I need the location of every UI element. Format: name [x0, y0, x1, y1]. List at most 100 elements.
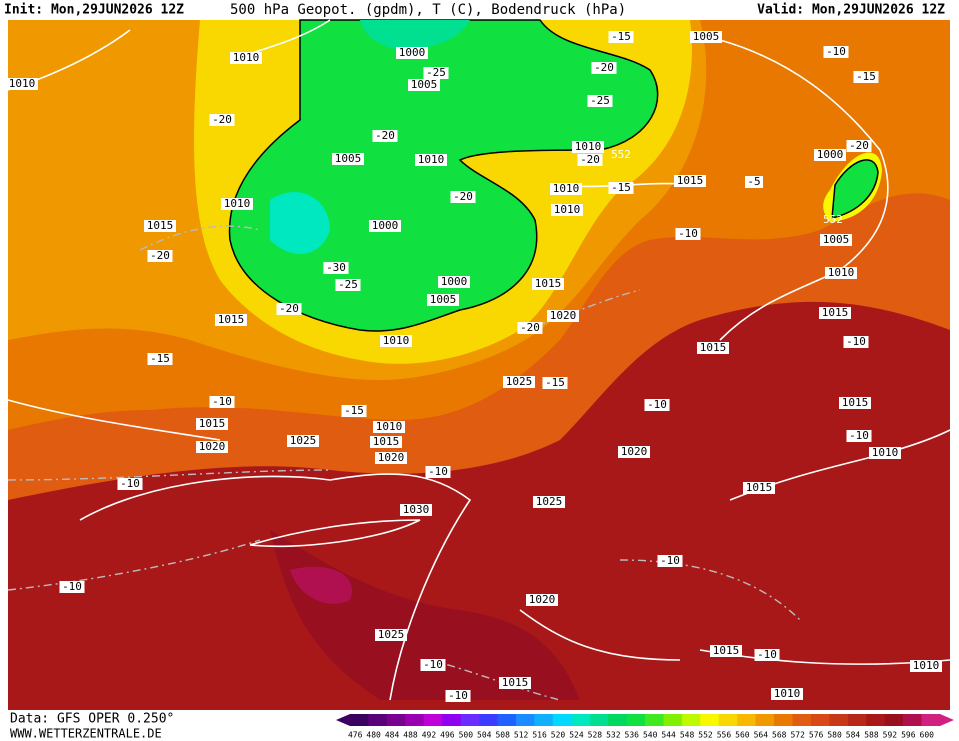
pressure-label: 1005: [693, 30, 720, 43]
colorbar-swatch: [386, 714, 406, 726]
colorbar-label: 520: [551, 731, 566, 740]
pressure-label: 1005: [823, 233, 850, 246]
colorbar-label: 496: [440, 731, 455, 740]
pressure-label: 1015: [677, 174, 704, 187]
label-box: [147, 353, 173, 365]
temperature-label: -10: [678, 227, 698, 240]
label-box: [117, 478, 143, 490]
label-box: [450, 191, 476, 203]
colorbar-swatch: [903, 714, 923, 726]
colorbar-swatch: [645, 714, 664, 726]
temperature-label: -10: [660, 554, 680, 567]
label-box: [675, 228, 701, 240]
label-box: [380, 335, 412, 347]
colorbar-label: 556: [717, 731, 732, 740]
colorbar-swatch: [884, 714, 904, 726]
label-box: [196, 418, 228, 430]
init-time: Init: Mon,29JUN2026 12Z: [4, 3, 184, 18]
label-box: [372, 130, 398, 142]
label-box: [618, 446, 650, 458]
pressure-label: 1010: [418, 153, 445, 166]
label-box: [6, 78, 38, 90]
temperature-label: -20: [453, 190, 473, 203]
pressure-label: 1015: [700, 341, 727, 354]
pressure-label: 1015: [822, 306, 849, 319]
colorbar-swatch: [737, 714, 757, 726]
label-box: [147, 250, 173, 262]
colorbar-swatch: [718, 714, 738, 726]
colorbar-label: 540: [643, 731, 658, 740]
label-box: [820, 234, 852, 246]
pressure-label: 1010: [376, 420, 403, 433]
label-box: [577, 154, 603, 166]
pressure-label: 1010: [9, 77, 36, 90]
colorbar-swatch: [552, 714, 572, 726]
temperature-label: -10: [849, 429, 869, 442]
colorbar: 476 480 484 488 492 496 500 504 508 512 516 520 524 5…: [336, 714, 954, 740]
colorbar-label: 564: [754, 731, 769, 740]
pressure-label: 1010: [224, 197, 251, 210]
colorbar-swatch: [681, 714, 701, 726]
label-box: [814, 149, 846, 161]
pressure-label: 1015: [199, 417, 226, 430]
label-box: [427, 294, 459, 306]
colorbar-swatch: [774, 714, 793, 726]
colorbar-swatch: [700, 714, 720, 726]
pressure-label: 1010: [383, 334, 410, 347]
website: WWW.WETTERZENTRALE.DE: [10, 727, 162, 741]
pressure-label: 1010: [554, 203, 581, 216]
label-box: [754, 649, 780, 661]
temperature-label: -20: [594, 61, 614, 74]
colorbar-label: 500: [459, 731, 474, 740]
colorbar-swatch: [571, 714, 591, 726]
label-box: [373, 421, 405, 433]
pressure-label: 1005: [335, 152, 362, 165]
label-box: [825, 267, 857, 279]
label-box: [550, 183, 582, 195]
temperature-label: -20: [520, 321, 540, 334]
temperature-label: -15: [344, 404, 364, 417]
label-box: [370, 436, 402, 448]
temperature-label: -20: [580, 153, 600, 166]
label-box: [517, 322, 543, 334]
label-box: [608, 31, 634, 43]
pressure-label: 1015: [373, 435, 400, 448]
field-592: [290, 566, 352, 604]
temperature-label: -25: [590, 94, 610, 107]
map-title: 500 hPa Geopot. (gpdm), T (C), Bodendruc…: [230, 2, 626, 18]
temperature-label: -10: [757, 648, 777, 661]
temperature-label: -25: [338, 278, 358, 291]
colorbar-label: 488: [403, 731, 418, 740]
label-box: [526, 594, 558, 606]
field-552b: [831, 159, 879, 219]
label-box: [396, 47, 428, 59]
temperature-label: -10: [428, 465, 448, 478]
pressure-label: 1010: [553, 182, 580, 195]
label-box: [59, 581, 85, 593]
temperature-label: -15: [150, 352, 170, 365]
colorbar-swatch: [460, 714, 480, 726]
colorbar-swatch: [663, 714, 683, 726]
pressure-label: 1000: [372, 219, 399, 232]
colorbar-label: 528: [588, 731, 603, 740]
temperature-label: -20: [375, 129, 395, 142]
pressure-label: 1010: [575, 140, 602, 153]
map-labels: 1010 1010 1000 1005 1005 1010 1010 1000 1000 1005…: [6, 30, 942, 702]
label-box: [869, 447, 901, 459]
temperature-label: -10: [846, 335, 866, 348]
colorbar-swatch: [608, 714, 628, 726]
colorbar-label: 476: [348, 731, 363, 740]
label-box: [341, 405, 367, 417]
temperature-label: -10: [212, 395, 232, 408]
colorbar-label: 532: [606, 731, 621, 740]
temperature-label: -10: [826, 45, 846, 58]
colorbar-label: 484: [385, 731, 400, 740]
label-box: [532, 278, 564, 290]
label-box: [369, 220, 401, 232]
label-box: [438, 276, 470, 288]
temperature-label: -15: [545, 376, 565, 389]
pressure-label: 1025: [290, 434, 317, 447]
temperature-label: -10: [62, 580, 82, 593]
